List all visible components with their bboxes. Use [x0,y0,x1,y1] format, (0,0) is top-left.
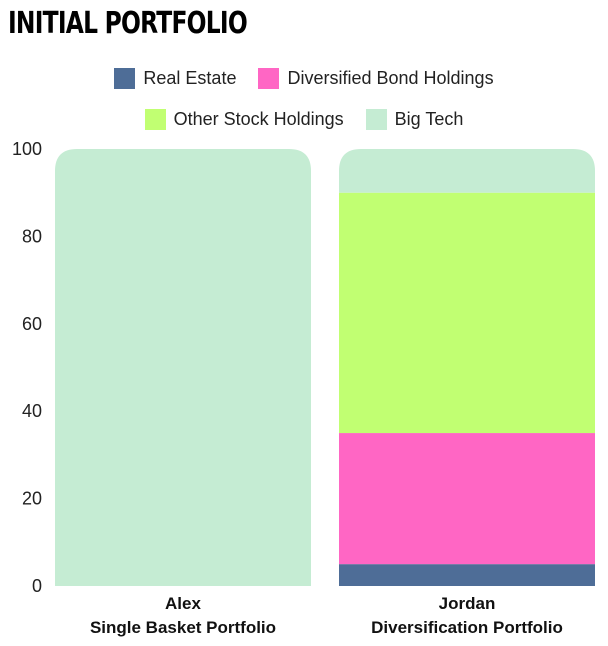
legend-item-big-tech: Big Tech [365,109,464,130]
legend-swatch-other-stock-holdings [144,109,166,130]
x-category-label-jordan-line-1: Jordan [439,594,496,613]
y-tick-label-0: 0 [32,576,42,596]
x-category-label-alex-line-1: Alex [165,594,201,613]
y-tick-label-80: 80 [22,226,42,246]
y-tick-label-20: 20 [22,489,42,509]
legend-swatch-big-tech [365,109,387,130]
bar-alex-big-tech [55,149,311,586]
legend-label-diversified-bond-holdings: Diversified Bond Holdings [287,68,494,88]
legend-item-diversified-bond-holdings: Diversified Bond Holdings [258,68,494,89]
legend-label-big-tech: Big Tech [394,109,464,129]
x-category-label-jordan-line-2: Diversification Portfolio [371,618,563,637]
legend-item-real-estate: Real Estate [114,68,236,89]
legend-label-real-estate: Real Estate [143,68,237,88]
y-tick-label-60: 60 [22,314,42,334]
legend-item-other-stock-holdings: Other Stock Holdings [144,109,344,130]
legend-swatch-real-estate [114,68,136,89]
y-tick-label-100: 100 [12,139,42,159]
bar-jordan-big-tech [339,149,595,193]
legend-row-1: Real Estate Diversified Bond Holdings [0,68,608,89]
bar-jordan-diversified-bond-holdings [339,433,595,565]
chart-title: INITIAL PORTFOLIO [8,6,248,41]
legend-label-other-stock-holdings: Other Stock Holdings [173,109,344,129]
legend-row-2: Other Stock Holdings Big Tech [0,109,608,130]
bar-jordan-real-estate [339,564,595,586]
y-tick-label-40: 40 [22,401,42,421]
bar-group-alex [55,149,311,586]
bar-jordan-other-stock-holdings [339,192,595,434]
bar-group-jordan [339,149,595,586]
legend-swatch-diversified-bond-holdings [258,68,280,89]
x-category-label-alex-line-2: Single Basket Portfolio [90,618,276,637]
